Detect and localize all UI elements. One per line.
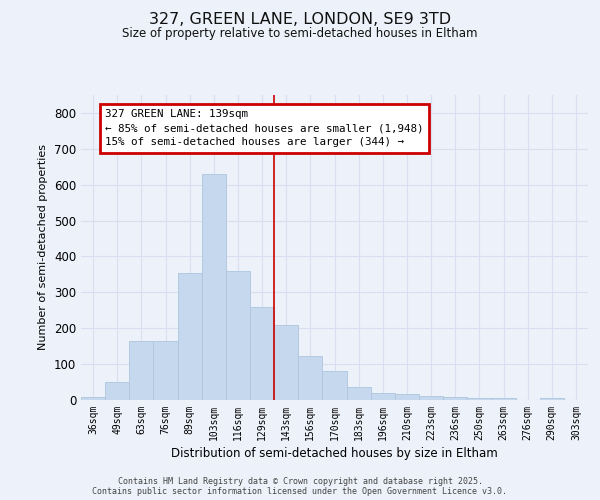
Bar [274,324,298,400]
Bar [467,398,491,400]
Bar [178,272,202,400]
Bar [202,174,226,400]
Bar [491,398,515,400]
Bar [298,356,322,400]
X-axis label: Distribution of semi-detached houses by size in Eltham: Distribution of semi-detached houses by … [171,447,498,460]
Bar [347,386,371,400]
Bar [322,372,347,400]
Bar [250,308,274,400]
Text: 327, GREEN LANE, LONDON, SE9 3TD: 327, GREEN LANE, LONDON, SE9 3TD [149,12,451,28]
Bar [226,271,250,400]
Y-axis label: Number of semi-detached properties: Number of semi-detached properties [38,144,49,350]
Bar [81,397,105,400]
Bar [419,396,443,400]
Bar [371,393,395,400]
Text: 327 GREEN LANE: 139sqm
← 85% of semi-detached houses are smaller (1,948)
15% of : 327 GREEN LANE: 139sqm ← 85% of semi-det… [105,110,424,148]
Bar [443,397,467,400]
Bar [129,341,154,400]
Bar [154,341,178,400]
Text: Contains HM Land Registry data © Crown copyright and database right 2025.
Contai: Contains HM Land Registry data © Crown c… [92,476,508,496]
Bar [395,394,419,400]
Text: Size of property relative to semi-detached houses in Eltham: Size of property relative to semi-detach… [122,28,478,40]
Bar [540,398,564,400]
Bar [105,382,129,400]
